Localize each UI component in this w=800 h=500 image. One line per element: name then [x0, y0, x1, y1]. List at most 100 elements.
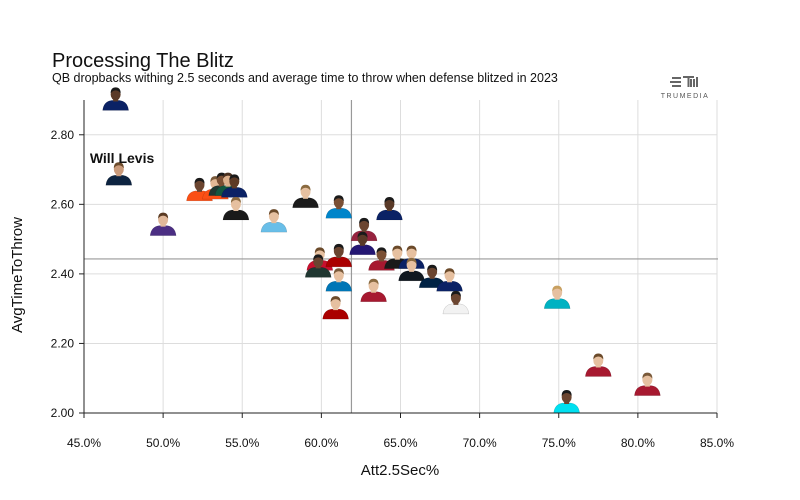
x-tick-label: 80.0% [621, 436, 655, 450]
hair-shape [552, 285, 563, 292]
player-headshot-point [325, 243, 353, 268]
y-tick-label: 2.80 [51, 128, 75, 142]
hair-shape [229, 174, 240, 181]
hair-shape [113, 162, 124, 169]
head-shape [406, 258, 417, 271]
player-headshot-point [102, 87, 129, 111]
trumedia-logo: TRUMEDIA [660, 74, 710, 100]
hair-shape [230, 196, 241, 203]
player-headshot-point [543, 285, 571, 309]
brand-name: TRUMEDIA [660, 93, 710, 100]
hair-shape [333, 243, 344, 250]
x-tick-label: 75.0% [542, 436, 576, 450]
jersey-shape [553, 402, 580, 414]
player-headshot-point [436, 268, 463, 292]
x-tick-label: 60.0% [304, 436, 338, 450]
x-tick-label: 45.0% [67, 436, 101, 450]
hair-shape [314, 247, 325, 254]
player-headshot-point [260, 209, 288, 233]
hair-shape [593, 353, 604, 360]
player-headshot-point [376, 196, 403, 221]
jersey-shape [436, 281, 463, 292]
y-axis-label: AvgTimeToThrow [9, 217, 26, 333]
head-shape [313, 255, 324, 268]
player-headshot-point [222, 196, 250, 221]
head-shape [333, 244, 344, 257]
jersey-shape [325, 207, 353, 219]
head-shape [376, 248, 387, 261]
hair-shape [223, 172, 234, 179]
head-shape [392, 246, 403, 259]
player-headshot-point [149, 212, 177, 236]
jersey-shape [585, 366, 612, 377]
head-shape [113, 163, 124, 176]
jersey-shape [634, 385, 661, 396]
hair-shape [333, 195, 344, 202]
hair-shape [450, 290, 461, 297]
player-headshot-point [292, 184, 319, 209]
jersey-shape [398, 270, 425, 282]
jersey-shape [292, 197, 319, 209]
player-headshot-point [105, 162, 133, 186]
hair-shape [376, 247, 387, 254]
data-points [102, 87, 661, 414]
jersey-shape [376, 209, 403, 221]
player-headshot-point [585, 353, 612, 377]
head-shape [561, 391, 572, 403]
x-tick-label: 70.0% [463, 436, 497, 450]
head-shape [229, 175, 240, 188]
head-shape [230, 197, 241, 210]
head-shape [333, 269, 344, 282]
player-headshot-point [325, 268, 353, 292]
jersey-shape [543, 298, 571, 309]
jersey-shape [360, 291, 387, 302]
hair-shape [158, 212, 169, 219]
hair-shape [357, 231, 368, 238]
head-shape [593, 354, 604, 367]
player-headshot-point [634, 372, 661, 396]
hair-shape [368, 278, 379, 285]
head-shape [444, 269, 455, 282]
x-tick-label: 50.0% [146, 436, 180, 450]
player-headshot-point [360, 278, 387, 302]
x-tick-label: 65.0% [383, 436, 417, 450]
hair-shape [642, 372, 653, 379]
player-headshot-point [398, 257, 425, 282]
jersey-shape [105, 174, 133, 186]
head-shape [368, 279, 379, 292]
chart-subtitle: QB dropbacks withing 2.5 seconds and ave… [52, 71, 558, 85]
chart-title: Processing The Blitz [52, 50, 234, 72]
hair-shape [268, 209, 279, 216]
head-shape [268, 210, 279, 223]
axes: 45.0% 50.0% 55.0% 60.0% 65.0% 70.0% 75.0% 80.0%… [51, 100, 734, 450]
hair-shape [561, 390, 572, 396]
x-tick-label: 85.0% [700, 436, 734, 450]
hair-shape [330, 296, 341, 303]
grid [83, 100, 718, 414]
head-shape [330, 297, 341, 310]
jersey-shape [349, 244, 376, 256]
head-shape [158, 213, 169, 226]
y-tick-label: 2.40 [51, 267, 75, 281]
x-tick-label: 55.0% [225, 436, 259, 450]
head-shape [300, 185, 311, 198]
head-shape [450, 291, 461, 304]
jersey-shape [222, 209, 250, 221]
hair-shape [216, 172, 227, 179]
hair-shape [313, 254, 324, 261]
head-shape [359, 218, 370, 231]
hair-shape [300, 184, 311, 191]
head-shape [406, 246, 417, 259]
y-tick-label: 2.00 [51, 406, 75, 420]
head-shape [333, 196, 344, 209]
hair-shape [333, 268, 344, 275]
jersey-shape [221, 187, 248, 198]
annotation-will-levis: Will Levis [90, 150, 155, 166]
hair-shape [110, 87, 121, 94]
head-shape [384, 197, 395, 210]
jersey-shape [102, 100, 129, 111]
trumedia-logo-icon [670, 76, 698, 87]
hair-shape [392, 245, 403, 252]
player-headshot-point [221, 174, 248, 198]
